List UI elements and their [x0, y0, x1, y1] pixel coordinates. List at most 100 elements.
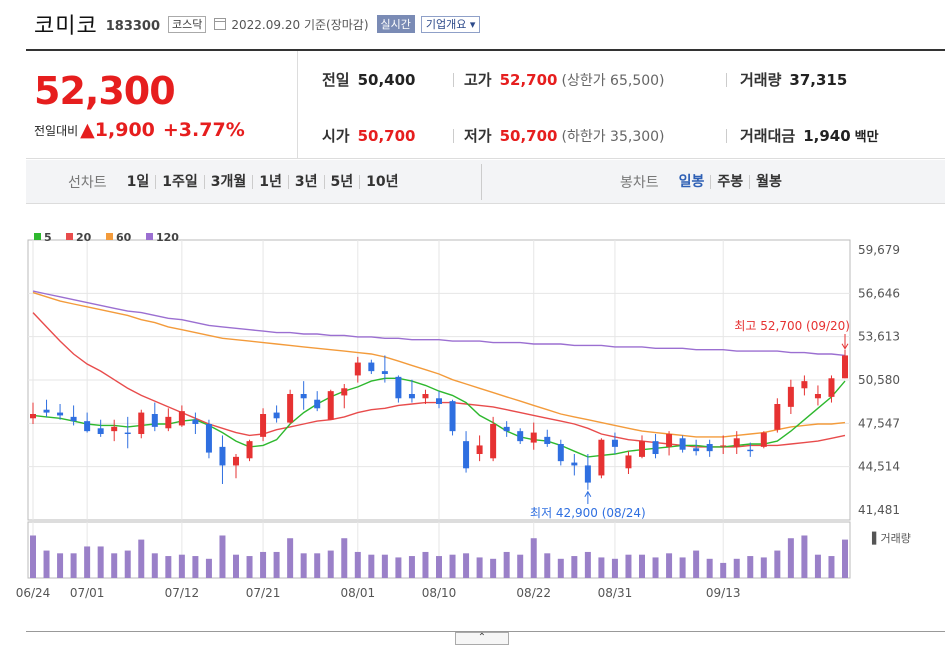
- volume-bar: [787, 538, 794, 578]
- candle: [57, 404, 64, 420]
- period-10y[interactable]: 10년: [359, 175, 404, 189]
- candle: [246, 439, 253, 462]
- volume-bar: [178, 554, 185, 578]
- candle: [517, 428, 524, 445]
- low-annotation: 최저 42,900 (08/24): [530, 506, 646, 520]
- candle-body: [625, 455, 632, 469]
- volume-bar: [693, 550, 700, 578]
- volume-bar: [611, 558, 618, 578]
- volume-bar: [138, 539, 145, 578]
- candle-monthly[interactable]: 월봉: [749, 175, 788, 189]
- candle-body: [124, 432, 131, 435]
- volume-bar: [476, 557, 483, 578]
- candle: [395, 375, 402, 403]
- candle-body: [341, 388, 348, 396]
- candle: [814, 385, 821, 406]
- period-3m[interactable]: 3개월: [203, 175, 253, 189]
- volume-bar: [463, 553, 470, 578]
- candle: [368, 359, 375, 374]
- volume-bar: [287, 538, 294, 578]
- candle-body: [490, 424, 497, 459]
- candle: [341, 384, 348, 409]
- candle-body: [476, 445, 483, 455]
- period-1w[interactable]: 1주일: [155, 175, 204, 189]
- y-tick-label: 59,679: [858, 243, 900, 257]
- candle-body: [517, 431, 524, 442]
- candle: [760, 431, 767, 449]
- volume-bar: [70, 553, 77, 578]
- candle-body: [449, 401, 456, 432]
- expand-button[interactable]: ⌃: [455, 632, 509, 645]
- legend-swatch: [34, 233, 41, 240]
- candle: [706, 439, 713, 457]
- candle: [233, 454, 239, 479]
- volume-bar: [842, 539, 848, 578]
- volume-bar: [219, 535, 226, 578]
- candle: [422, 389, 429, 405]
- y-tick-label: 50,580: [858, 373, 900, 387]
- candle: [300, 381, 307, 410]
- price-change: 전일대비 ▲1,900 +3.77%: [34, 119, 245, 141]
- volume-bar: [327, 550, 334, 578]
- volume-bar: [124, 550, 131, 578]
- volume-bar: [666, 553, 673, 578]
- chart-toolbar: 선차트 1일 1주일 3개월 1년 3년 5년 10년 봉차트 일봉 주봉 월봉: [26, 160, 945, 204]
- volume-bar: [814, 554, 821, 578]
- candle-body: [43, 409, 50, 413]
- change-label: 전일대비: [34, 123, 79, 138]
- x-tick-label: 08/10: [422, 586, 457, 600]
- y-tick-label: 41,481: [858, 503, 900, 517]
- candle-body: [598, 439, 605, 476]
- y-tick-label: 47,547: [858, 416, 900, 430]
- candle-weekly[interactable]: 주봉: [710, 175, 749, 189]
- candle-body: [151, 414, 158, 427]
- candle-body: [557, 444, 564, 462]
- volume-bar: [760, 557, 767, 578]
- volume-bar: [368, 554, 375, 578]
- candle-body: [760, 432, 767, 447]
- x-tick-label: 09/13: [706, 586, 741, 600]
- volume-bar: [733, 558, 740, 578]
- candle: [327, 389, 334, 420]
- volume-bar: [260, 551, 267, 578]
- candle: [828, 375, 835, 403]
- candle-body: [747, 449, 754, 452]
- volume-bar: [192, 556, 199, 578]
- candle: [436, 391, 442, 409]
- candle-chart-title: 봉차트: [620, 175, 659, 191]
- volume-bar: [584, 551, 591, 578]
- candlestick-chart: 59,679 56,646 53,613 50,580 47,547 44,514 41,4…: [16, 231, 911, 600]
- candle: [801, 375, 808, 396]
- stock-name: 코미코: [34, 14, 98, 39]
- candle-body: [584, 465, 591, 483]
- x-tick-label: 08/22: [516, 586, 551, 600]
- period-1y[interactable]: 1년: [252, 175, 288, 189]
- company-overview-dropdown[interactable]: 기업개요 ▾: [420, 15, 481, 33]
- candle-body: [219, 446, 226, 466]
- period-5y[interactable]: 5년: [323, 175, 360, 189]
- volume-bar: [747, 556, 754, 578]
- stock-header: 코미코 183300 코스닥 2022.09.20 기준(장마감) 실시간 기업…: [34, 10, 481, 39]
- candle: [43, 399, 50, 417]
- candle-body: [814, 394, 821, 399]
- candle: [639, 435, 645, 459]
- candle-body: [233, 456, 239, 466]
- period-3y[interactable]: 3년: [287, 175, 324, 189]
- candle-body: [246, 441, 253, 459]
- volume-bar: [395, 557, 402, 578]
- candle-body: [842, 355, 848, 379]
- change-value: ▲1,900: [80, 119, 155, 141]
- y-tick-label: 53,613: [858, 330, 900, 344]
- candle-body: [354, 362, 361, 376]
- realtime-button[interactable]: 실시간: [376, 15, 415, 33]
- candle-daily[interactable]: 일봉: [678, 174, 705, 190]
- candle-body: [503, 426, 510, 432]
- candle-body: [422, 394, 429, 399]
- period-1d[interactable]: 1일: [126, 174, 150, 190]
- candle-body: [192, 419, 199, 425]
- high-annotation: 최고 52,700 (09/20): [734, 319, 850, 333]
- candle: [625, 451, 632, 475]
- candle-body: [395, 376, 402, 399]
- divider: [726, 129, 727, 143]
- candle-body: [801, 381, 808, 389]
